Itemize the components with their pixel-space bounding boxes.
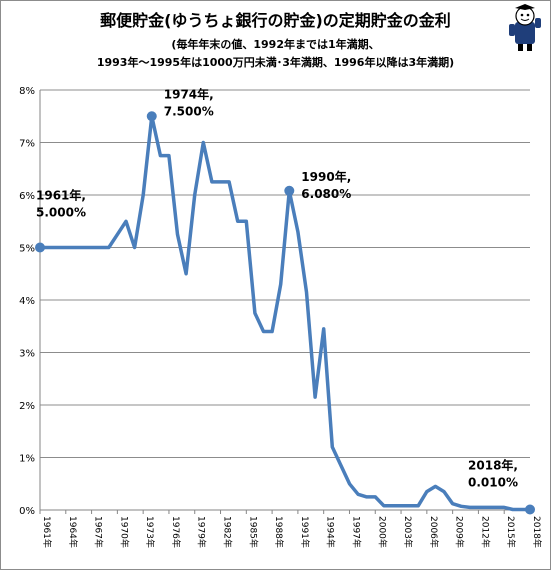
x-tick-label: 1988年 [273, 516, 285, 548]
data-point-marker [284, 185, 295, 196]
data-label: 5.000% [36, 206, 86, 220]
x-tick-label: 1976年 [170, 516, 182, 548]
x-tick-label: 1997年 [350, 516, 362, 548]
x-tick-label: 1970年 [118, 516, 130, 548]
x-tick-label: 1964年 [67, 516, 79, 548]
data-point-marker [525, 504, 535, 515]
x-tick-label: 2003年 [402, 516, 414, 548]
data-label: 2018年, [468, 457, 518, 472]
data-point-marker [146, 111, 157, 122]
y-tick-label: 7% [19, 139, 35, 150]
chart-subtitle-2: 1993年～1995年は1000万円未満･3年満期、1996年以降は3年満期) [96, 56, 455, 69]
y-tick-label: 1% [19, 454, 35, 465]
y-tick-label: 8% [19, 86, 35, 97]
x-tick-label: 2006年 [428, 516, 440, 548]
data-label: 6.080% [301, 187, 351, 201]
x-tick-label: 2015年 [505, 516, 517, 548]
data-label: 1974年, [164, 86, 214, 101]
data-point-marker [35, 242, 45, 253]
x-tick-label: 1967年 [93, 516, 105, 548]
chart-title: 郵便貯金(ゆうちょ銀行の貯金)の定期貯金の金利 [100, 11, 451, 30]
x-tick-label: 2012年 [479, 516, 491, 548]
x-tick-label: 1985年 [247, 516, 259, 548]
data-label: 1990年, [301, 169, 351, 184]
x-tick-label: 2000年 [376, 516, 388, 548]
data-label: 0.010% [468, 475, 518, 489]
chart-subtitle-1: (毎年年末の値、1992年までは1年満期、 [171, 38, 380, 51]
y-tick-label: 2% [19, 401, 35, 412]
x-tick-label: 1994年 [325, 516, 337, 548]
x-tick-label: 1961年 [41, 516, 53, 548]
y-tick-label: 4% [19, 296, 35, 307]
mascot-icon [509, 4, 541, 51]
y-tick-label: 5% [19, 244, 35, 255]
y-tick-label: 0% [19, 506, 35, 517]
x-tick-label: 1979年 [196, 516, 208, 548]
series-line [38, 114, 532, 512]
x-tick-label: 2009年 [454, 516, 466, 548]
data-label: 1961年, [36, 188, 86, 203]
y-tick-label: 6% [19, 191, 35, 202]
y-tick-label: 3% [19, 349, 35, 360]
x-tick-label: 1973年 [144, 516, 156, 548]
data-label: 7.500% [164, 104, 214, 118]
x-tick-label: 2018年 [531, 516, 543, 548]
x-tick-label: 1991年 [299, 516, 311, 548]
x-tick-label: 1982年 [222, 516, 234, 548]
